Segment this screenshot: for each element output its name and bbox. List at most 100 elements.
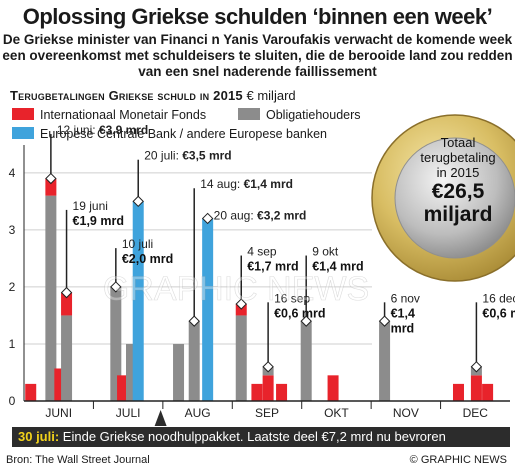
footer-pointer (154, 410, 167, 426)
callout-marker-sep-16 (262, 361, 274, 373)
bar-bonds-juni-19 (61, 315, 73, 401)
callout-amount-juli-10: €2,0 mrd (122, 252, 173, 266)
callout-text-aug-14: 14 aug: €1,4 mrd (200, 177, 293, 191)
bar-imf-juni-3 (25, 383, 37, 401)
chart-heading: Terugbetalingen Griekse schuld in 2015 €… (10, 88, 296, 103)
callout-amount-dec-16: €0,6 mrd (482, 306, 515, 320)
bar-imf-dec-16 (470, 375, 482, 401)
callout-amount-sep-4: €1,7 mrd (247, 260, 298, 274)
callout-amount-juni-19: €1,9 mrd (73, 214, 124, 228)
page-title: Oplossing Griekse schulden ‘binnen een w… (22, 4, 493, 29)
month-label-okt: OKT (324, 406, 349, 420)
bar-imf-juni-12 (45, 178, 57, 196)
footer-note-date: 30 juli: (18, 429, 60, 444)
callout-date-aug-14: 14 aug: (200, 177, 243, 191)
callout-marker-sep-4 (235, 298, 247, 310)
callout-amount-juli-20: €3,5 mrd (182, 149, 231, 163)
bar-imf-sep-11 (251, 383, 263, 401)
legend-swatch-ecb (12, 127, 34, 139)
credit-text: © GRAPHIC NEWS (409, 454, 507, 466)
bar-bonds-juli-10 (110, 286, 122, 401)
bar-imf-sep-16 (262, 375, 274, 401)
coin-line-2: terugbetaling (420, 150, 496, 165)
bar-imf-juli-13 (117, 375, 129, 401)
coin-total: Totaal terugbetaling in 2015 €26,5 milja… (408, 135, 508, 226)
callout-date-sep-4: 4 sep (247, 245, 277, 259)
bar-bonds-sep-4 (235, 315, 247, 401)
y-tick-label-1: 1 (9, 337, 16, 351)
footer-note-text: Einde Griekse noodhulppakket. Laatste de… (59, 429, 446, 444)
coin-line-1: Totaal (440, 135, 476, 150)
legend-item-bonds: Obligatiehouders (238, 108, 361, 122)
bar-bonds-aug-7 (173, 343, 185, 401)
bar-bonds-juli-17 (126, 343, 138, 401)
y-tick-label-4: 4 (9, 166, 16, 180)
bar-imf-sep-22 (276, 383, 288, 401)
callout-marker-okt-2 (300, 315, 312, 327)
chart-unit: € miljard (246, 88, 296, 103)
bar-bonds-aug-14 (188, 321, 200, 401)
callout-text-juli-20: 20 juli: €3,5 mrd (144, 149, 231, 163)
callout-marker-aug-20 (201, 212, 214, 225)
month-label-aug: AUG (185, 406, 211, 420)
y-tick-label-3: 3 (9, 223, 16, 237)
bar-bonds-nov-6 (379, 321, 391, 401)
bar-ecb-juli-20 (132, 201, 144, 401)
month-label-juni: JUNI (45, 406, 72, 420)
callout-date-nov-6: 6 nov (391, 291, 420, 305)
callout-amount-nov-6: €1,4 (391, 306, 415, 320)
callout-date-juli-10: 10 juli (122, 237, 153, 251)
bar-imf-okt-14 (327, 375, 339, 401)
legend-swatch-bonds (238, 108, 260, 120)
source-text: Bron: The Wall Street Journal (6, 454, 150, 466)
callout-marker-juni-12 (45, 172, 57, 185)
callout-date-sep-16: 16 sep (274, 291, 310, 305)
callout-text-aug-20: 20 aug: €3,2 mrd (214, 209, 307, 223)
bar-imf-dec-8 (452, 383, 464, 401)
bar-bonds-okt-2 (300, 321, 312, 401)
bar-imf-juni-19 (61, 292, 73, 316)
callout-date-okt-2: 9 okt (312, 245, 339, 259)
callout-marker-juli-10 (110, 281, 122, 293)
callout-date-juni-19: 19 juni (73, 199, 108, 213)
callout-amount-juni-12: €3,9 mrd (99, 123, 148, 137)
coin-inner-disc (394, 137, 515, 259)
month-label-juli: JULI (116, 406, 141, 420)
y-tick-label-2: 2 (9, 280, 16, 294)
callout-marker-nov-6 (378, 315, 391, 327)
legend-label-bonds: Obligatiehouders (266, 108, 361, 122)
coin-unit: miljard (423, 203, 493, 226)
month-label-sep: SEP (255, 406, 279, 420)
footer-note: 30 juli: Einde Griekse noodhulppakket. L… (12, 427, 510, 447)
chart-title: Terugbetalingen Griekse schuld in 2015 (10, 88, 243, 103)
callout-date-dec-16: 16 dec (482, 291, 515, 305)
callout-marker-juli-20 (132, 195, 144, 208)
callout-marker-dec-16 (470, 361, 483, 373)
callout-amount-aug-14: €1,4 mrd (244, 177, 293, 191)
callout-amount-sep-16: €0,6 mrd (274, 306, 325, 320)
page-subtitle: De Griekse minister van Financi n Yanis … (2, 32, 513, 79)
callout-amount-aug-20: €3,2 mrd (257, 209, 306, 223)
euro-coin-image (371, 114, 515, 282)
bar-ecb-aug-20 (202, 218, 214, 401)
watermark-text: GRAPHIC NEWS (103, 270, 369, 308)
month-label-dec: DEC (463, 406, 489, 420)
bar-imf-juni-16 (54, 368, 66, 401)
coin-amount: €26,5 (431, 180, 485, 203)
legend-swatch-imf (12, 108, 34, 120)
bar-imf-dec-21 (482, 383, 494, 401)
legend-item-ecb: Europese Centrale Bank / andere Europese… (12, 127, 327, 141)
callout-amount-unit-nov-6: mrd (391, 321, 415, 335)
month-label-nov: NOV (393, 406, 419, 420)
legend-item-imf: Internationaal Monetair Fonds (12, 108, 206, 122)
y-tick-label-0: 0 (9, 394, 16, 408)
callout-marker-juni-19 (60, 286, 73, 299)
bar-bonds-juni-12 (45, 195, 57, 401)
callout-amount-okt-2: €1,4 mrd (312, 260, 363, 274)
callout-text-juni-12: 12 juni: €3,9 mrd (57, 123, 148, 137)
coin-line-3: in 2015 (436, 165, 480, 180)
callout-date-juli-20: 20 juli: (144, 149, 182, 163)
callout-date-aug-20: 20 aug: (214, 209, 257, 223)
legend-label-imf: Internationaal Monetair Fonds (40, 108, 207, 122)
